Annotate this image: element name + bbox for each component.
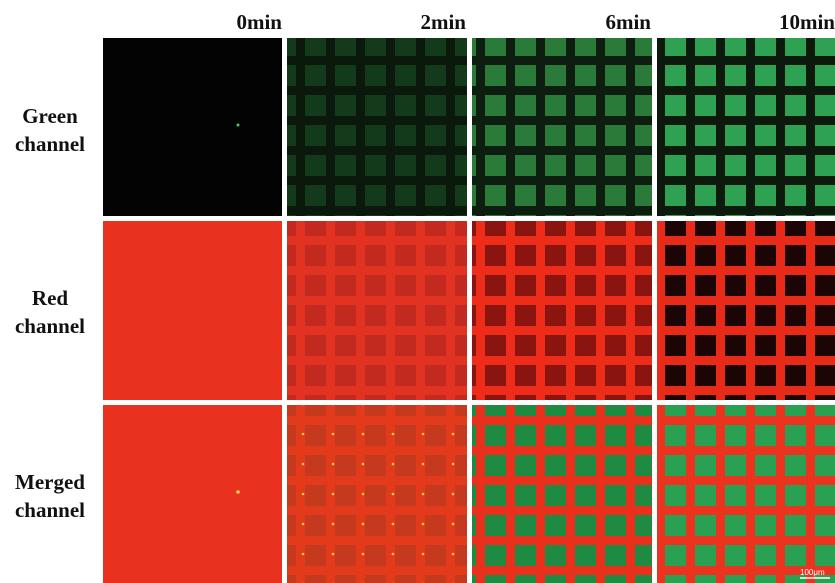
panel bbox=[103, 38, 282, 216]
panel bbox=[657, 38, 835, 216]
column-header: 2min bbox=[286, 10, 466, 35]
column-header: 0min bbox=[102, 10, 282, 35]
row-header: Merged channel bbox=[0, 468, 100, 524]
panel bbox=[472, 221, 652, 400]
figure: 0min 2min 6min 10min Green channel Red c… bbox=[0, 0, 835, 583]
panel bbox=[657, 405, 835, 583]
panel bbox=[287, 405, 467, 583]
panel bbox=[657, 221, 835, 400]
scale-bar-label: 100μm bbox=[800, 568, 825, 577]
panel bbox=[103, 221, 282, 400]
column-header: 10min bbox=[655, 10, 835, 35]
row-header: Green channel bbox=[0, 102, 100, 158]
panel bbox=[287, 38, 467, 216]
spot bbox=[236, 490, 240, 494]
panel bbox=[103, 405, 282, 583]
spot bbox=[237, 124, 240, 127]
column-header: 6min bbox=[471, 10, 651, 35]
panels bbox=[0, 0, 835, 583]
panel bbox=[472, 38, 652, 216]
panel bbox=[472, 405, 652, 583]
panel bbox=[287, 221, 467, 400]
row-header: Red channel bbox=[0, 284, 100, 340]
